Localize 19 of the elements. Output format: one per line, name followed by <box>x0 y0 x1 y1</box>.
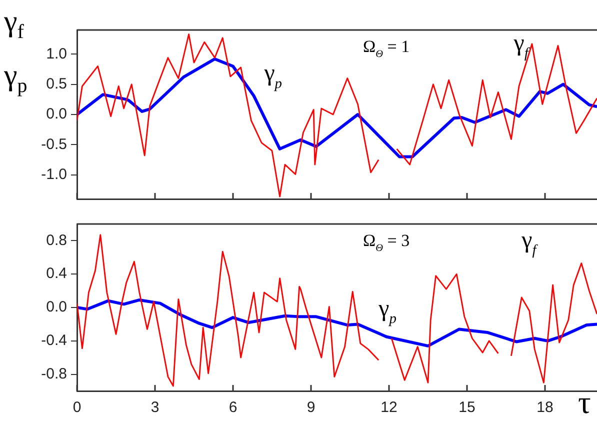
x-axis-title: τ <box>578 384 591 421</box>
x-tick-label: 18 <box>536 399 554 416</box>
y-tick-label: 0.4 <box>46 265 67 282</box>
y-tick-label: 1.0 <box>46 45 67 62</box>
x-tick-label: 6 <box>228 399 238 416</box>
y-axis-title: γ$_{f}$ γ$_{p}$ <box>4 4 28 99</box>
y-tick-label: -0.4 <box>41 332 67 350</box>
y-tick-label: 0.0 <box>46 106 67 123</box>
x-tick-label: 12 <box>380 399 398 416</box>
y-tick-label: -0.8 <box>41 365 67 382</box>
x-tick-label: 15 <box>458 399 476 416</box>
x-tick-label: 3 <box>150 399 160 416</box>
x-tick-label: 9 <box>306 399 316 416</box>
y-tick-label: -1.0 <box>41 166 67 183</box>
y-tick-label: 0.8 <box>46 232 67 249</box>
y-tick-label: 0.0 <box>46 298 67 316</box>
y-tick-label: 0.5 <box>46 75 67 92</box>
y-tick-label: -0.5 <box>41 136 67 153</box>
x-tick-label: 0 <box>72 399 82 416</box>
